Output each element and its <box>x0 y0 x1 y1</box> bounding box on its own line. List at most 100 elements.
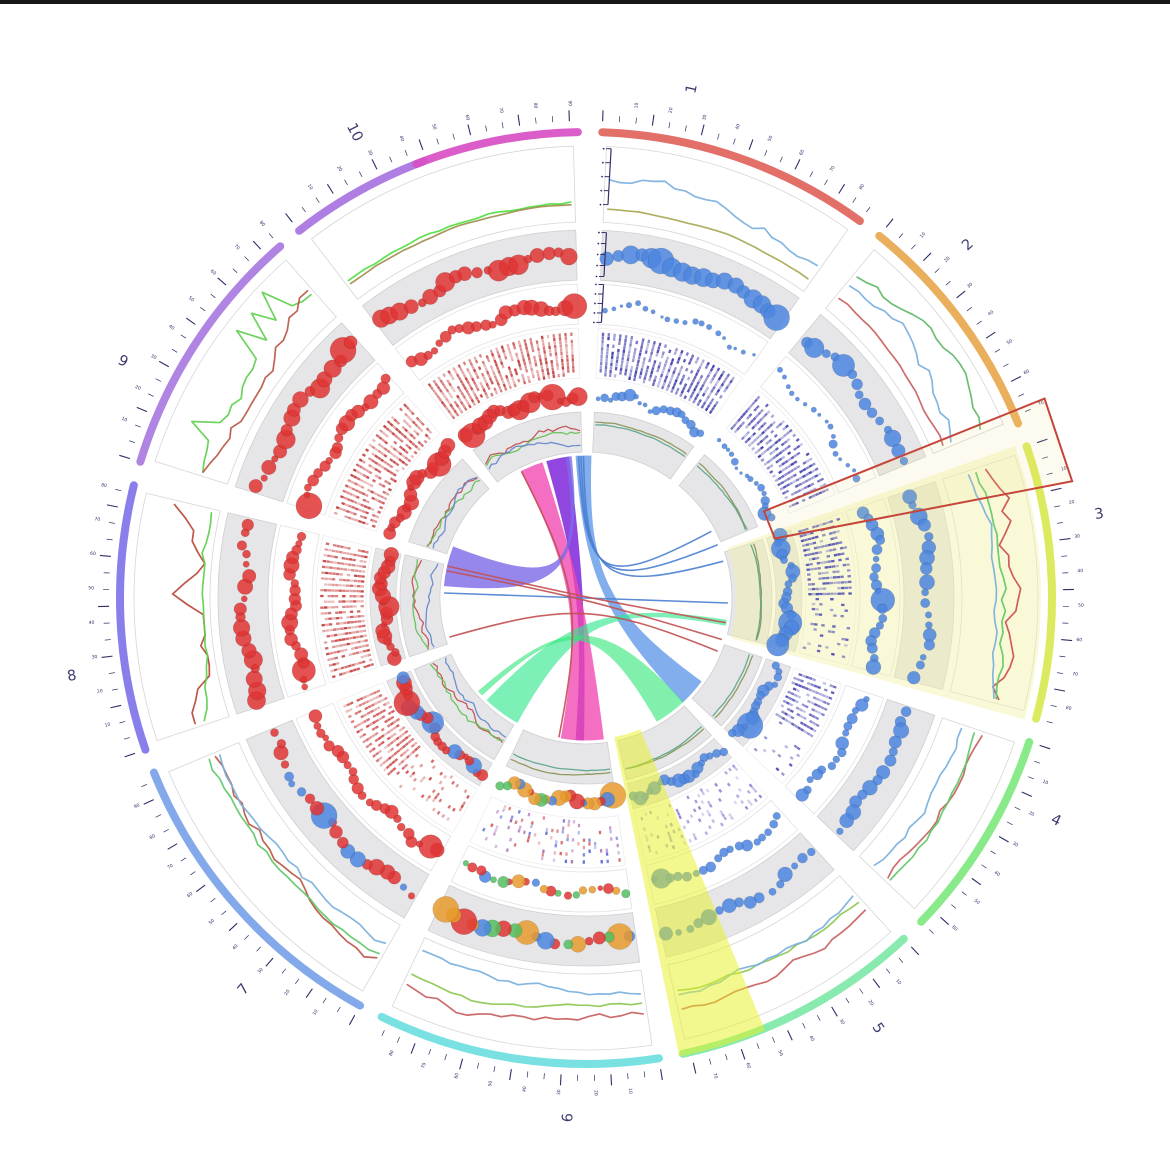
red-selection-box <box>762 397 1074 540</box>
svg-text:40: 40 <box>521 1086 528 1093</box>
chord-layer <box>443 455 728 741</box>
svg-text:60: 60 <box>1076 637 1082 643</box>
svg-text:50: 50 <box>208 918 216 926</box>
chromosome-arc-9 <box>136 242 285 466</box>
svg-text:30: 30 <box>838 1018 846 1026</box>
chromosome-label-3: 3 <box>1093 506 1105 523</box>
svg-text:40: 40 <box>987 309 995 317</box>
svg-text:20: 20 <box>593 1090 599 1096</box>
svg-text:70: 70 <box>166 863 174 871</box>
svg-text:10: 10 <box>104 721 111 728</box>
chromosome-label-7: 7 <box>235 981 253 998</box>
svg-text:30: 30 <box>966 282 974 290</box>
axis-scale-brackets <box>593 147 612 324</box>
chr3-highlight-wedge <box>727 446 1041 720</box>
svg-text:10: 10 <box>919 231 927 239</box>
svg-text:20: 20 <box>283 989 291 997</box>
heatmap-track <box>320 332 852 864</box>
thin-link <box>582 455 724 578</box>
svg-text:70: 70 <box>829 165 837 173</box>
svg-text:50: 50 <box>187 295 195 303</box>
svg-text:70: 70 <box>233 243 241 251</box>
svg-text:80: 80 <box>388 1049 396 1057</box>
chromosome-label-2: 2 <box>959 236 977 254</box>
svg-text:30: 30 <box>150 353 158 361</box>
svg-text:80: 80 <box>258 220 266 228</box>
svg-text:60: 60 <box>1023 368 1031 376</box>
svg-text:30: 30 <box>366 149 374 157</box>
svg-text:20: 20 <box>134 384 142 392</box>
svg-text:10: 10 <box>633 102 640 108</box>
thin-link <box>577 456 712 567</box>
thin-link <box>447 565 726 624</box>
chromosome-arc-8 <box>116 481 150 754</box>
svg-text:50: 50 <box>1006 338 1014 346</box>
thin-link <box>520 471 574 738</box>
svg-text:70: 70 <box>711 1072 718 1079</box>
chromosome-label-10: 10 <box>343 121 366 145</box>
svg-text:20: 20 <box>943 255 951 263</box>
svg-text:60: 60 <box>209 268 217 276</box>
thin-link <box>444 592 728 604</box>
svg-text:40: 40 <box>808 1035 816 1043</box>
periwinkle-ribbon <box>443 456 575 589</box>
svg-text:80: 80 <box>149 833 157 841</box>
svg-text:90: 90 <box>567 100 573 106</box>
svg-text:20: 20 <box>1027 810 1035 818</box>
svg-text:50: 50 <box>776 1049 784 1057</box>
svg-text:50: 50 <box>88 585 94 591</box>
chromosome-arc-7 <box>149 768 365 1010</box>
svg-text:20: 20 <box>867 999 875 1007</box>
svg-text:40: 40 <box>167 323 175 331</box>
svg-text:50: 50 <box>487 1080 494 1087</box>
chromosome-arc-6 <box>377 1012 663 1068</box>
svg-text:40: 40 <box>1077 568 1083 574</box>
svg-text:50: 50 <box>767 135 775 143</box>
svg-text:40: 40 <box>231 943 239 951</box>
chromosome-arc-3 <box>1022 442 1056 723</box>
line-track <box>171 178 1022 1021</box>
svg-text:50: 50 <box>1078 603 1084 609</box>
svg-text:60: 60 <box>950 924 958 932</box>
svg-text:70: 70 <box>94 516 101 523</box>
svg-text:70: 70 <box>1072 671 1079 678</box>
svg-text:80: 80 <box>532 102 539 108</box>
svg-text:10: 10 <box>1060 465 1067 472</box>
tick-ring: 10 20 30 40 50 60 70 80 1 10 20 30 40 50 60 70 2 10 20 30 40… <box>66 83 1105 1123</box>
svg-text:20: 20 <box>1068 499 1075 506</box>
svg-text:30: 30 <box>556 1089 562 1095</box>
svg-text:30: 30 <box>1011 841 1019 849</box>
svg-text:20: 20 <box>335 165 343 173</box>
page-top-border <box>0 0 1170 4</box>
svg-text:20: 20 <box>97 688 104 695</box>
bubble-track <box>232 245 937 953</box>
chromosome-label-9: 9 <box>115 352 130 370</box>
magenta-ribbon <box>520 462 604 741</box>
svg-text:70: 70 <box>1037 400 1045 408</box>
svg-text:30: 30 <box>256 967 264 975</box>
svg-text:60: 60 <box>453 1072 460 1079</box>
inner-line-track <box>411 421 763 776</box>
yellow-highlight-wedge <box>614 729 766 1057</box>
chain-track <box>371 383 803 811</box>
chromosome-label-4: 4 <box>1048 811 1063 829</box>
svg-text:10: 10 <box>894 978 902 986</box>
chromosome-arc-2 <box>875 231 1023 428</box>
svg-text:60: 60 <box>464 114 471 121</box>
svg-text:60: 60 <box>90 551 96 557</box>
thin-link <box>580 456 718 572</box>
svg-text:50: 50 <box>973 898 981 906</box>
svg-text:60: 60 <box>186 891 194 899</box>
chromosome-label-1: 1 <box>683 83 701 95</box>
ideogram-ring <box>116 128 1056 1068</box>
svg-text:60: 60 <box>744 1062 752 1069</box>
svg-text:60: 60 <box>798 149 806 157</box>
svg-text:10: 10 <box>306 183 314 191</box>
svg-text:30: 30 <box>701 114 708 121</box>
svg-text:30: 30 <box>1074 533 1081 540</box>
chromosome-label-5: 5 <box>869 1020 887 1037</box>
chromosome-arc-10 <box>412 128 582 168</box>
svg-text:70: 70 <box>420 1062 428 1069</box>
chromosome-arc-1 <box>598 128 864 225</box>
